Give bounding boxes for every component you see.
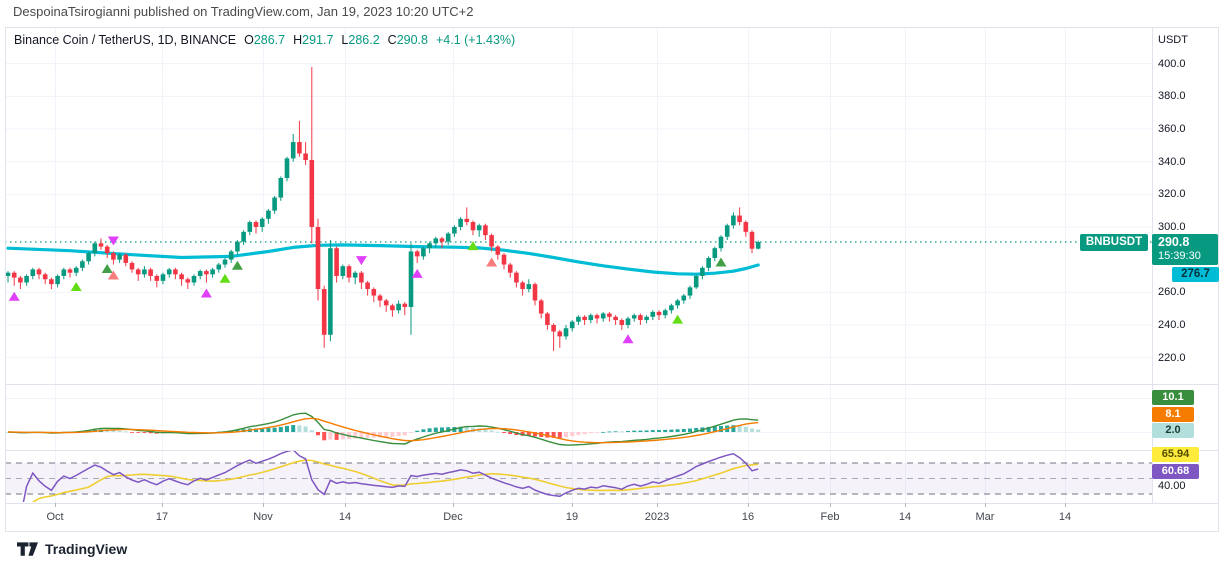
price-tick-label: 260.0 — [1158, 286, 1186, 299]
indicator-value-badge: 60.68 — [1152, 464, 1199, 479]
last-price-badge: 290.8 15:39:30 — [1152, 234, 1218, 265]
time-tick-label: 14 — [1058, 511, 1072, 523]
price-tick-label: 360.0 — [1158, 122, 1186, 135]
ohlc-label: H — [293, 33, 303, 47]
time-tick-label: 14 — [898, 511, 912, 523]
indicator-value-badge: 10.1 — [1152, 390, 1194, 405]
price-tick-label: 240.0 — [1158, 318, 1186, 331]
price-tick-label: 400.0 — [1158, 57, 1186, 70]
rsi-axis-label: 40.00 — [1158, 480, 1186, 492]
indicator-value-badge: 8.1 — [1152, 407, 1194, 422]
time-tick-label: Oct — [46, 511, 64, 523]
ohlc-values: O286.7 H291.7 L286.2 C290.8 — [236, 33, 428, 47]
time-tick-label: Nov — [253, 511, 273, 523]
time-tick-label: 17 — [155, 511, 169, 523]
time-tick-label: 2023 — [644, 511, 670, 523]
ma-value-badge: 276.7 — [1172, 267, 1219, 282]
price-tick-label: 320.0 — [1158, 188, 1186, 201]
time-tick-label: Mar — [975, 511, 995, 523]
ohlc-label: L — [341, 33, 349, 47]
ohlc-value: 286.2 — [348, 33, 380, 47]
last-price-value: 290.8 — [1158, 235, 1190, 249]
tradingview-brand[interactable]: TradingView — [17, 541, 127, 557]
ohlc-label: O — [244, 33, 254, 47]
published-byline: DespoinaTsirogianni published on Trading… — [13, 4, 474, 19]
time-tick-label: 19 — [565, 511, 579, 523]
tradingview-logo-icon — [17, 541, 38, 556]
time-tick-label: 14 — [338, 511, 352, 523]
time-tick-label: Dec — [443, 511, 463, 523]
ohlc-label: C — [387, 33, 397, 47]
price-axis-unit-label: USDT — [1158, 34, 1188, 46]
ohlc-value: 286.7 — [253, 33, 286, 47]
ohlc-value: 290.8 — [396, 33, 428, 47]
price-tick-label: 220.0 — [1158, 351, 1186, 364]
bar-countdown: 15:39:30 — [1158, 250, 1201, 262]
price-tick-label: 300.0 — [1158, 220, 1186, 233]
tradingview-brand-text: TradingView — [45, 541, 128, 557]
time-tick-label: 16 — [741, 511, 755, 523]
symbol-price-flag: BNBUSDT — [1080, 234, 1148, 251]
price-tick-label: 340.0 — [1158, 155, 1186, 168]
price-tick-label: 380.0 — [1158, 90, 1186, 103]
change-value: +4.1 (+1.43%) — [435, 33, 516, 47]
ohlc-value: 291.7 — [302, 33, 334, 47]
indicator-value-badge: 65.94 — [1152, 447, 1199, 462]
time-tick-label: Feb — [820, 511, 840, 523]
symbol-legend[interactable]: Binance Coin / TetherUS, 1D, BINANCE O286… — [14, 33, 515, 47]
indicator-value-badge: 2.0 — [1152, 423, 1194, 438]
symbol-title: Binance Coin / TetherUS, 1D, BINANCE — [14, 33, 237, 47]
